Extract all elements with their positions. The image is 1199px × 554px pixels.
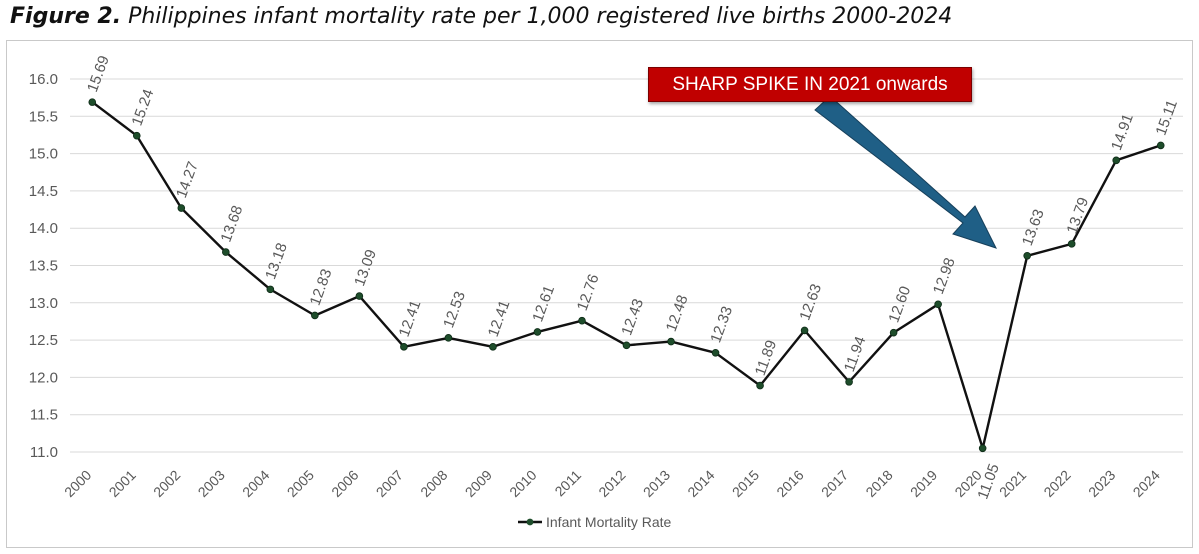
y-tick-label: 12.0 bbox=[29, 369, 58, 386]
legend-marker-swatch bbox=[526, 518, 534, 526]
x-tick-label: 2015 bbox=[729, 467, 762, 500]
data-point bbox=[711, 348, 720, 357]
data-point bbox=[489, 343, 497, 351]
figure-title: Figure 2. Philippines infant mortality r… bbox=[10, 4, 952, 29]
data-point bbox=[355, 292, 364, 300]
data-point bbox=[934, 300, 942, 309]
data-label: 12.61 bbox=[529, 283, 558, 324]
data-point bbox=[578, 316, 586, 325]
x-tick-label: 2006 bbox=[328, 467, 361, 500]
annotation-arrow bbox=[814, 95, 997, 249]
data-label: 13.18 bbox=[262, 241, 291, 282]
y-tick-label: 13.5 bbox=[29, 258, 58, 275]
data-point bbox=[132, 131, 141, 140]
data-label: 13.63 bbox=[1019, 207, 1048, 248]
x-tick-label: 2024 bbox=[1130, 467, 1163, 500]
data-label: 13.68 bbox=[218, 203, 247, 244]
x-tick-label: 2019 bbox=[907, 467, 940, 500]
x-tick-label: 2004 bbox=[239, 467, 272, 500]
y-tick-label: 15.5 bbox=[29, 108, 58, 125]
x-tick-label: 2001 bbox=[106, 467, 139, 500]
data-point bbox=[266, 285, 275, 294]
x-tick-label: 2008 bbox=[417, 467, 450, 500]
x-tick-label: 2018 bbox=[862, 467, 895, 500]
data-point bbox=[400, 343, 408, 351]
data-label: 12.33 bbox=[707, 304, 736, 345]
x-tick-label: 2011 bbox=[551, 467, 584, 500]
data-point bbox=[845, 378, 853, 386]
data-point bbox=[622, 341, 631, 350]
x-tick-label: 2002 bbox=[150, 467, 183, 500]
data-label: 14.91 bbox=[1108, 112, 1137, 153]
data-point bbox=[88, 98, 97, 106]
x-tick-label: 2014 bbox=[684, 467, 717, 500]
x-tick-label: 2016 bbox=[773, 467, 806, 500]
data-label: 12.48 bbox=[663, 293, 692, 334]
y-tick-label: 11.0 bbox=[30, 444, 58, 461]
data-label: 13.09 bbox=[351, 247, 380, 288]
data-label: 12.41 bbox=[396, 298, 425, 339]
data-label: 11.89 bbox=[752, 338, 780, 378]
y-tick-label: 16.0 bbox=[29, 71, 58, 88]
data-point bbox=[177, 204, 186, 212]
x-tick-label: 2017 bbox=[818, 467, 851, 500]
data-label: 12.41 bbox=[485, 298, 514, 339]
y-tick-label: 15.0 bbox=[29, 146, 58, 163]
chart-frame bbox=[6, 40, 1193, 548]
data-point bbox=[311, 311, 319, 320]
y-tick-label: 12.5 bbox=[29, 332, 58, 349]
data-point bbox=[1156, 141, 1165, 150]
x-tick-label: 2023 bbox=[1085, 467, 1118, 500]
data-label: 12.60 bbox=[885, 284, 914, 325]
x-tick-label: 2009 bbox=[462, 467, 495, 500]
data-label: 15.24 bbox=[129, 87, 158, 128]
y-tick-label: 14.5 bbox=[29, 183, 58, 200]
x-tick-label: 2022 bbox=[1040, 467, 1073, 500]
x-tick-label: 2010 bbox=[506, 467, 539, 500]
data-label: 15.11 bbox=[1153, 98, 1181, 138]
x-tick-label: 2000 bbox=[61, 467, 94, 500]
data-label: 12.98 bbox=[930, 256, 959, 297]
data-point bbox=[756, 381, 764, 390]
figure-label: Figure 2. bbox=[10, 4, 122, 29]
data-label: 15.69 bbox=[84, 53, 113, 94]
x-tick-label: 2013 bbox=[640, 467, 673, 500]
data-point bbox=[533, 328, 542, 336]
data-point bbox=[889, 328, 898, 337]
x-tick-label: 2007 bbox=[373, 467, 406, 500]
data-point bbox=[667, 337, 675, 346]
data-point bbox=[800, 326, 809, 335]
x-tick-label: 2005 bbox=[284, 467, 317, 500]
data-point bbox=[1023, 252, 1031, 260]
y-tick-label: 13.0 bbox=[29, 295, 58, 312]
data-point bbox=[978, 444, 987, 453]
annotation-callout: SHARP SPIKE IN 2021 onwards bbox=[648, 67, 972, 102]
data-label: 14.27 bbox=[173, 159, 202, 200]
data-point bbox=[222, 248, 230, 256]
figure-caption: Philippines infant mortality rate per 1,… bbox=[128, 4, 953, 29]
y-tick-label: 11.5 bbox=[30, 407, 58, 424]
data-point bbox=[1112, 156, 1121, 165]
data-label: 12.63 bbox=[796, 282, 825, 323]
data-label: 12.53 bbox=[440, 289, 469, 330]
x-tick-label: 2003 bbox=[195, 467, 228, 500]
y-tick-label: 14.0 bbox=[29, 220, 58, 237]
data-point bbox=[1067, 240, 1076, 248]
data-label: 11.05 bbox=[974, 462, 1002, 502]
x-tick-label: 2012 bbox=[595, 467, 628, 500]
data-label: 12.76 bbox=[574, 272, 603, 313]
data-label: 12.83 bbox=[307, 267, 336, 308]
data-point bbox=[444, 334, 453, 342]
legend-label: Infant Mortality Rate bbox=[546, 514, 671, 530]
